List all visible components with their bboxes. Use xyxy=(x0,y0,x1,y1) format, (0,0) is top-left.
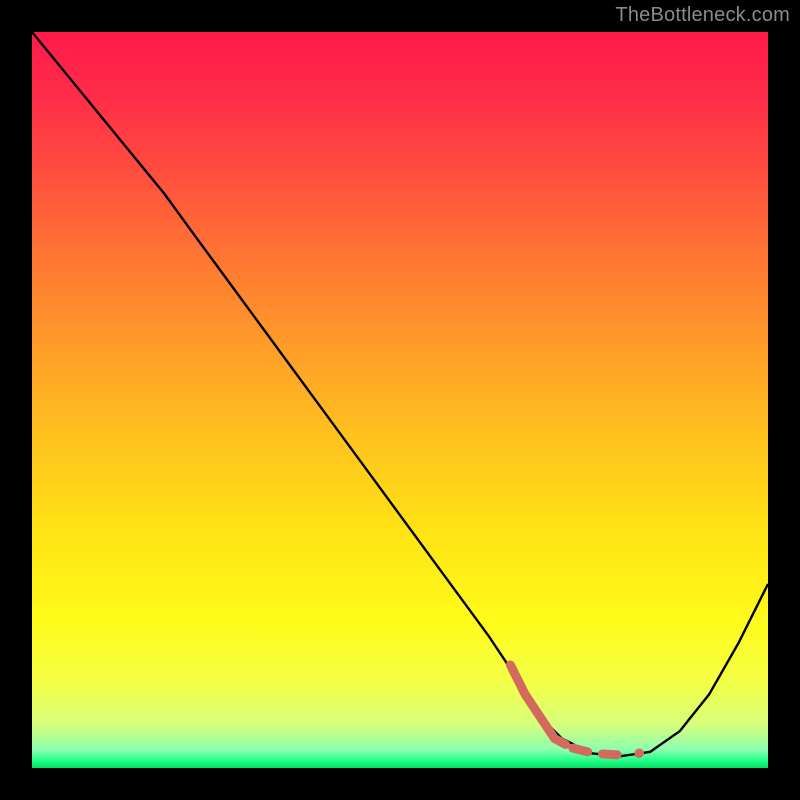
highlight-segment xyxy=(573,748,588,752)
plot-area xyxy=(32,32,768,768)
chart-container: TheBottleneck.com xyxy=(0,0,800,800)
main-curve xyxy=(32,32,768,756)
highlight-segment xyxy=(602,754,617,755)
curve-layer xyxy=(32,32,768,768)
highlight-group xyxy=(510,665,644,758)
watermark-text: TheBottleneck.com xyxy=(615,4,790,27)
highlight-dot xyxy=(634,748,644,758)
